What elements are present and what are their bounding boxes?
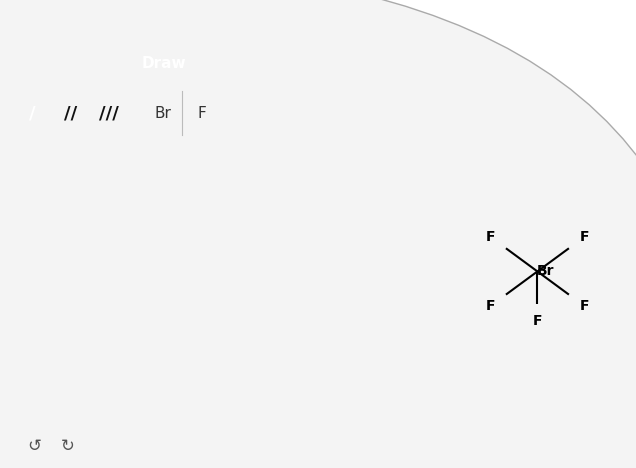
Text: F: F [580, 299, 590, 313]
FancyBboxPatch shape [91, 90, 127, 136]
Text: More: More [401, 56, 439, 71]
Text: F: F [533, 314, 542, 328]
Text: Select: Select [31, 56, 79, 71]
Text: Templates: Templates [266, 56, 344, 71]
Text: ///: /// [99, 104, 119, 122]
FancyBboxPatch shape [113, 44, 215, 83]
Text: ↺: ↺ [27, 438, 41, 455]
Text: Add lone pairs to the Lewis structure of the interhalogen compound BrF: Add lone pairs to the Lewis structure of… [4, 10, 600, 28]
Text: .: . [573, 10, 578, 28]
Text: Br: Br [536, 264, 554, 278]
Text: ↻: ↻ [61, 438, 75, 455]
Text: F: F [580, 230, 590, 244]
Text: F: F [485, 230, 495, 244]
Text: Draw: Draw [142, 56, 186, 71]
Text: //: // [64, 104, 78, 122]
Text: F: F [198, 105, 206, 120]
Text: 5: 5 [565, 18, 573, 31]
FancyBboxPatch shape [13, 90, 51, 136]
Text: F: F [485, 299, 495, 313]
FancyBboxPatch shape [53, 90, 89, 136]
Text: /: / [29, 104, 36, 122]
Text: Br: Br [154, 105, 171, 120]
FancyBboxPatch shape [8, 42, 628, 460]
